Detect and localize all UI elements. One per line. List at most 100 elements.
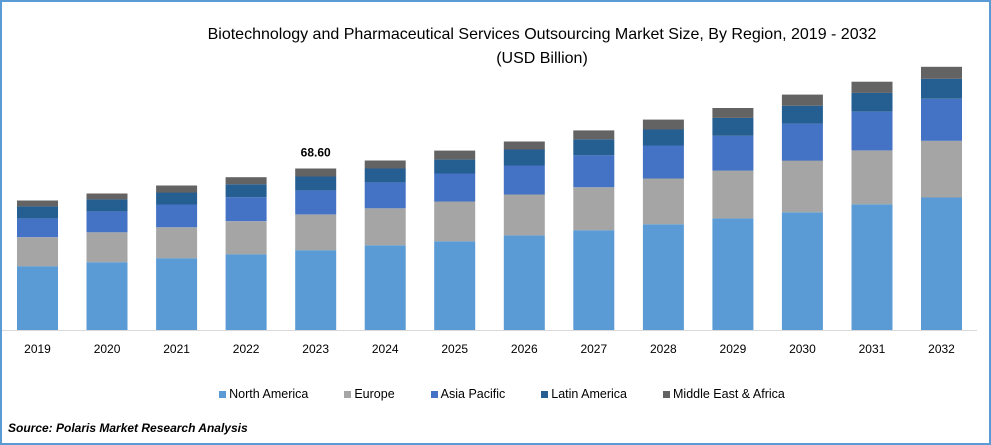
bar-latin-america-2029 bbox=[712, 117, 754, 136]
bar-middle-east-africa-2032 bbox=[921, 66, 962, 79]
bar-latin-america-2027 bbox=[573, 139, 615, 156]
bar-latin-america-2020 bbox=[86, 199, 128, 212]
source-note: Source: Polaris Market Research Analysis bbox=[8, 421, 248, 435]
bar-europe-2019 bbox=[17, 237, 58, 267]
bar-north-america-2032 bbox=[921, 197, 962, 330]
bar-middle-east-africa-2021 bbox=[156, 185, 198, 193]
stacked-bar-chart: 2019 2020 2021 2022 2023 68.60 2024 2025 2026 202… bbox=[2, 66, 977, 356]
bar-stack-2026 bbox=[503, 141, 545, 330]
bar-middle-east-africa-2022 bbox=[225, 177, 267, 185]
bar-asia-pacific-2027 bbox=[573, 155, 615, 188]
bar-asia-pacific-2030 bbox=[781, 123, 823, 161]
bar-middle-east-africa-2027 bbox=[573, 130, 615, 140]
bar-north-america-2028 bbox=[642, 224, 684, 330]
bar-north-america-2026 bbox=[503, 235, 545, 330]
x-tick-label: 2026 bbox=[511, 342, 538, 356]
data-label: 68.60 bbox=[301, 146, 331, 160]
bar-north-america-2022 bbox=[225, 254, 267, 330]
bar-europe-2030 bbox=[781, 160, 823, 213]
bar-europe-2027 bbox=[573, 187, 615, 231]
bar-asia-pacific-2025 bbox=[434, 173, 476, 202]
bar-stack-2029 bbox=[712, 108, 754, 330]
bar-middle-east-africa-2026 bbox=[503, 141, 545, 150]
bar-middle-east-africa-2029 bbox=[712, 108, 754, 118]
bar-north-america-2031 bbox=[851, 204, 893, 330]
x-tick-label: 2031 bbox=[859, 342, 886, 356]
bar-north-america-2030 bbox=[781, 212, 823, 330]
legend-item: Latin America bbox=[541, 387, 627, 401]
legend-item: North America bbox=[219, 387, 308, 401]
bar-stack-2021 bbox=[156, 185, 198, 330]
bar-north-america-2025 bbox=[434, 241, 476, 330]
bar-north-america-2027 bbox=[573, 230, 615, 330]
bar-asia-pacific-2020 bbox=[86, 211, 128, 233]
x-tick-label: 2025 bbox=[441, 342, 468, 356]
bar-north-america-2021 bbox=[156, 258, 198, 330]
chart-title: Biotechnology and Pharmaceutical Service… bbox=[207, 26, 877, 43]
legend-swatch bbox=[541, 390, 549, 398]
bar-north-america-2024 bbox=[364, 245, 406, 330]
bar-asia-pacific-2021 bbox=[156, 204, 198, 228]
bar-europe-2028 bbox=[642, 178, 684, 225]
x-tick-label: 2021 bbox=[163, 342, 190, 356]
bar-europe-2023 bbox=[295, 214, 337, 251]
bar-north-america-2019 bbox=[17, 266, 58, 330]
bar-europe-2031 bbox=[851, 150, 893, 205]
bar-stack-2028 bbox=[642, 119, 684, 330]
legend-item: Asia Pacific bbox=[430, 387, 505, 401]
bar-stack-2030 bbox=[781, 94, 823, 330]
x-tick-label: 2023 bbox=[302, 342, 329, 356]
legend: North America Europe Asia Pacific Latin Ame… bbox=[2, 387, 989, 401]
bar-middle-east-africa-2025 bbox=[434, 150, 476, 160]
legend-label: Latin America bbox=[551, 387, 627, 401]
x-tick-label: 2032 bbox=[928, 342, 955, 356]
bar-middle-east-africa-2030 bbox=[781, 94, 823, 106]
bar-latin-america-2026 bbox=[503, 149, 545, 166]
x-tick-label: 2022 bbox=[233, 342, 260, 356]
bar-asia-pacific-2024 bbox=[364, 182, 406, 209]
bar-latin-america-2030 bbox=[781, 105, 823, 124]
bar-asia-pacific-2029 bbox=[712, 135, 754, 171]
bar-asia-pacific-2019 bbox=[17, 218, 58, 238]
bar-middle-east-africa-2031 bbox=[851, 81, 893, 93]
bar-stack-2020 bbox=[86, 193, 128, 330]
bar-europe-2026 bbox=[503, 194, 545, 236]
bar-stack-2031 bbox=[851, 81, 893, 330]
x-tick-label: 2027 bbox=[580, 342, 607, 356]
bar-latin-america-2022 bbox=[225, 184, 267, 198]
legend-swatch bbox=[430, 390, 438, 398]
bar-europe-2024 bbox=[364, 208, 406, 246]
legend-item: Europe bbox=[344, 387, 395, 401]
bar-asia-pacific-2023 bbox=[295, 190, 337, 215]
legend-label: North America bbox=[229, 387, 309, 401]
bar-asia-pacific-2032 bbox=[921, 98, 962, 141]
bar-stack-2027 bbox=[573, 130, 615, 330]
x-tick-label: 2030 bbox=[789, 342, 816, 356]
bar-asia-pacific-2028 bbox=[642, 145, 684, 179]
x-tick-label: 2020 bbox=[94, 342, 121, 356]
bar-asia-pacific-2026 bbox=[503, 165, 545, 195]
bar-stack-2019 bbox=[17, 200, 58, 330]
bar-asia-pacific-2031 bbox=[851, 111, 893, 151]
bar-latin-america-2024 bbox=[364, 168, 406, 183]
legend-label: Europe bbox=[354, 387, 395, 401]
bar-north-america-2023 bbox=[295, 250, 337, 330]
bar-europe-2029 bbox=[712, 170, 754, 219]
bar-europe-2022 bbox=[225, 221, 267, 255]
bar-middle-east-africa-2019 bbox=[17, 200, 58, 207]
x-tick-label: 2029 bbox=[720, 342, 747, 356]
bar-europe-2032 bbox=[921, 140, 962, 198]
bar-asia-pacific-2022 bbox=[225, 197, 267, 222]
bar-middle-east-africa-2028 bbox=[642, 119, 684, 130]
x-tick-label: 2028 bbox=[650, 342, 677, 356]
bar-middle-east-africa-2024 bbox=[364, 160, 406, 169]
bar-stack-2024 bbox=[364, 160, 406, 330]
legend-swatch bbox=[219, 390, 227, 398]
bar-middle-east-africa-2020 bbox=[86, 193, 128, 200]
bar-latin-america-2023 bbox=[295, 176, 337, 191]
bar-stack-2022 bbox=[225, 177, 267, 330]
x-tick-label: 2024 bbox=[372, 342, 399, 356]
bar-stack-2023 bbox=[295, 168, 337, 330]
bar-middle-east-africa-2023 bbox=[295, 168, 337, 177]
